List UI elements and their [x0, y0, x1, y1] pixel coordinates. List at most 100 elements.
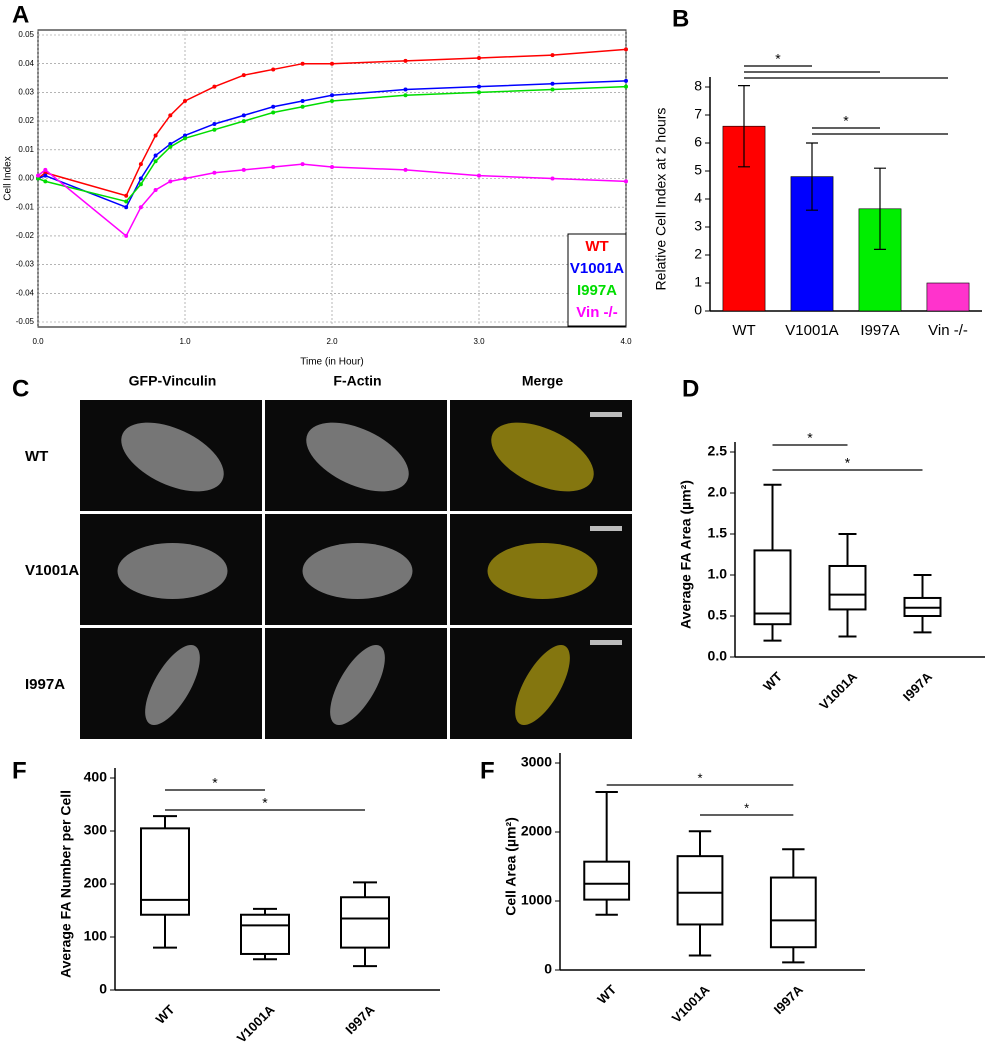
y-tick-label: 300 — [84, 822, 108, 838]
significance-star: * — [262, 795, 268, 811]
data-point — [241, 119, 246, 124]
data-point — [550, 81, 555, 86]
legend-entry: I997A — [577, 282, 617, 299]
data-point — [271, 104, 276, 109]
data-point — [403, 167, 408, 172]
data-point — [43, 167, 48, 172]
data-point — [403, 93, 408, 98]
x-tick-label: 2.0 — [326, 337, 338, 346]
y-tick-label: 0.01 — [18, 145, 34, 154]
significance-star: * — [845, 455, 851, 471]
y-tick-label: 0.03 — [18, 88, 34, 97]
data-point — [153, 153, 158, 158]
y-tick-label: -0.02 — [16, 231, 35, 240]
y-tick-label: 1000 — [521, 892, 552, 908]
x-tick-label: WT — [153, 1002, 178, 1027]
y-tick-label: 2 — [694, 246, 702, 262]
data-point — [330, 93, 334, 98]
data-point — [241, 167, 246, 172]
x-tick-label: I997A — [771, 982, 807, 1018]
y-tick-label: 2.5 — [708, 443, 728, 459]
data-point — [138, 162, 143, 167]
y-tick-label: 4 — [694, 190, 702, 206]
data-point — [183, 136, 187, 141]
significance-star: * — [807, 430, 813, 446]
x-tick-label: WT — [594, 982, 619, 1007]
row-label: V1001A — [25, 562, 79, 579]
y-tick-label: 0.04 — [18, 59, 34, 68]
x-tick-label: Vin -/- — [928, 322, 968, 339]
y-axis-title: Cell Area (µm²) — [503, 817, 519, 916]
y-tick-label: -0.01 — [16, 202, 35, 211]
data-point — [241, 73, 246, 78]
y-tick-label: 200 — [84, 875, 108, 891]
legend-entry: V1001A — [570, 260, 624, 277]
panel-label: A — [12, 1, 29, 28]
data-point — [124, 205, 129, 210]
significance-star: * — [212, 775, 218, 791]
y-tick-label: 400 — [84, 769, 108, 785]
data-point — [153, 187, 158, 192]
y-axis-title: Cell Index — [3, 156, 14, 200]
column-header: F-Actin — [333, 373, 381, 389]
x-tick-label: V1001A — [785, 322, 838, 339]
data-point — [271, 165, 276, 170]
data-point — [624, 47, 628, 52]
x-tick-label: V1001A — [234, 1002, 278, 1046]
data-point — [403, 87, 408, 92]
column-header: Merge — [522, 373, 563, 389]
data-point — [330, 61, 334, 66]
data-point — [168, 113, 173, 118]
data-point — [271, 110, 276, 115]
y-tick-label: 5 — [694, 162, 702, 178]
data-point — [212, 127, 217, 132]
box — [753, 549, 792, 626]
series-line — [37, 85, 627, 203]
significance-star: * — [843, 113, 849, 129]
data-point — [330, 165, 334, 170]
x-tick-label: I997A — [900, 669, 936, 705]
box — [769, 876, 817, 949]
data-point — [43, 170, 48, 175]
x-axis-title: Time (in Hour) — [300, 357, 364, 368]
cell — [117, 543, 228, 599]
y-tick-label: 8 — [694, 78, 702, 94]
data-point — [550, 53, 555, 58]
y-tick-label: 2000 — [521, 823, 552, 839]
data-point — [43, 173, 48, 178]
data-point — [168, 144, 173, 149]
x-tick-label: 4.0 — [620, 337, 632, 346]
scale-bar — [590, 526, 622, 531]
data-point — [138, 205, 143, 210]
y-tick-label: 1.5 — [708, 525, 728, 541]
data-point — [550, 87, 555, 92]
cell — [306, 422, 409, 492]
data-point — [183, 176, 187, 181]
series-line — [37, 163, 627, 238]
significance-star: * — [697, 770, 702, 785]
data-point — [138, 182, 143, 187]
data-point — [330, 99, 334, 104]
x-tick-label: 1.0 — [179, 337, 191, 346]
data-point — [477, 173, 481, 178]
cell — [145, 645, 200, 725]
y-tick-label: 0 — [99, 981, 107, 997]
data-point — [36, 173, 40, 178]
data-point — [477, 84, 481, 89]
row-label: I997A — [25, 676, 65, 693]
panel-label: D — [682, 375, 699, 402]
data-point — [624, 84, 628, 89]
y-tick-label: 0.05 — [18, 30, 34, 39]
data-point — [477, 55, 481, 60]
data-point — [241, 113, 246, 118]
y-tick-label: 3000 — [521, 754, 552, 770]
data-point — [300, 99, 305, 104]
data-point — [212, 121, 217, 126]
data-point — [43, 179, 48, 184]
y-tick-label: -0.04 — [16, 288, 35, 297]
significance-star: * — [744, 800, 749, 815]
y-tick-label: -0.05 — [16, 317, 35, 326]
x-tick-label: WT — [732, 322, 755, 339]
x-tick-label: V1001A — [816, 669, 860, 713]
data-point — [624, 78, 628, 83]
